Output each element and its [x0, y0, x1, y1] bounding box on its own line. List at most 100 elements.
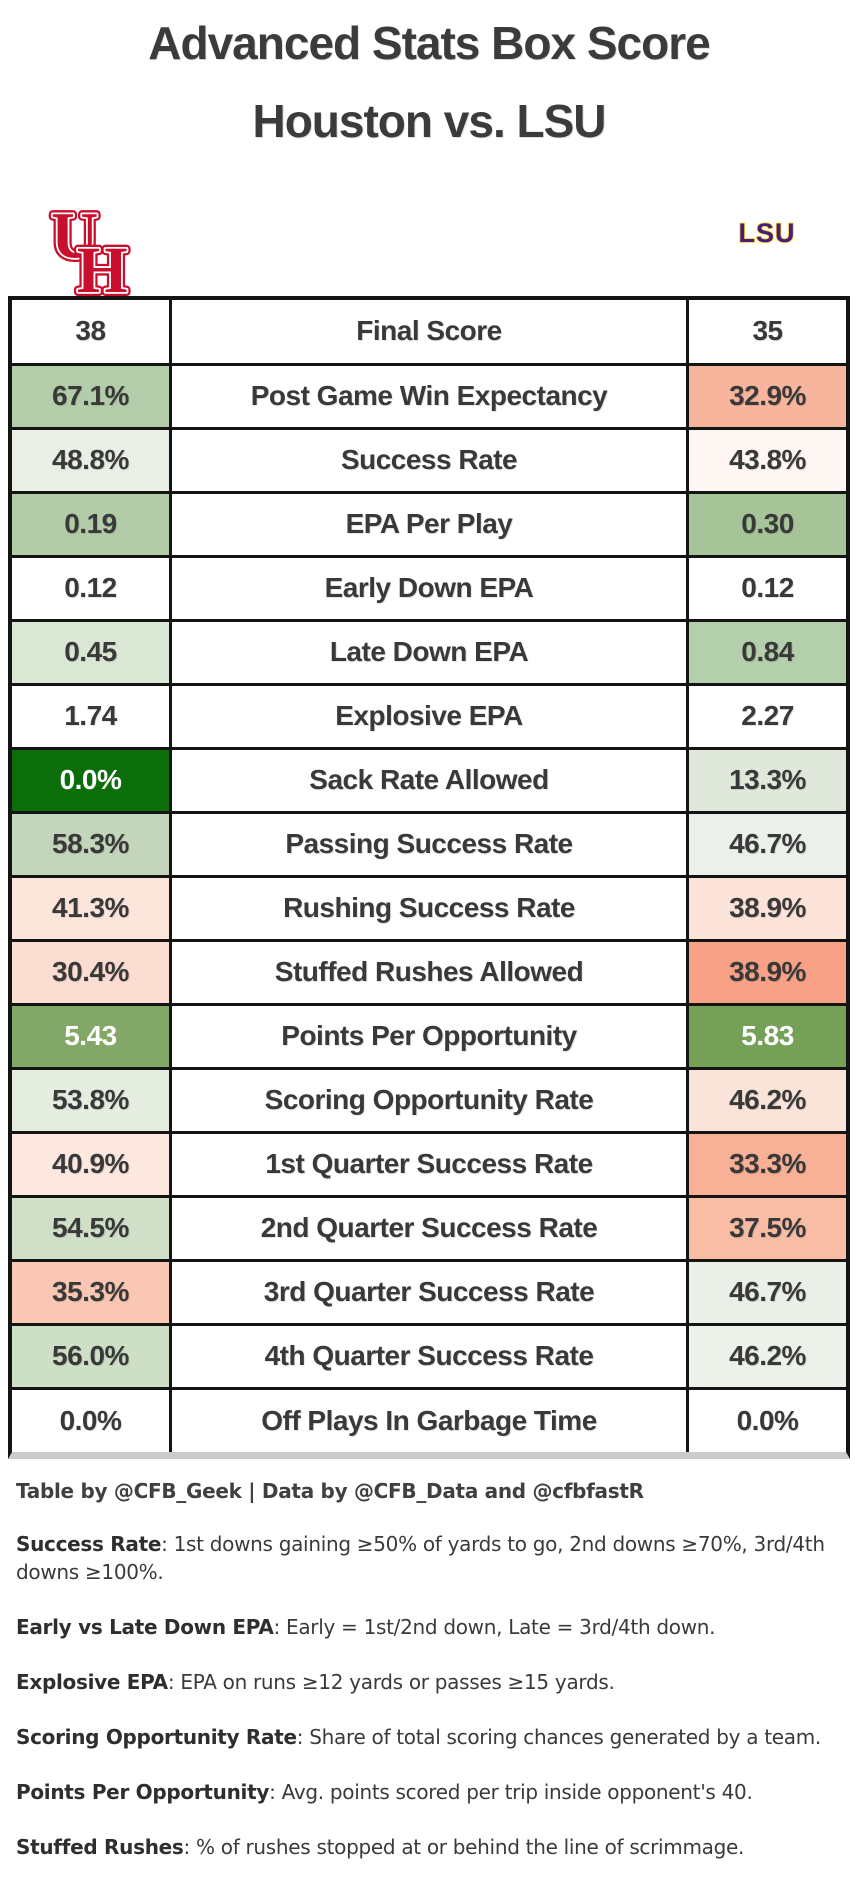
houston-value-cell: 54.5% [12, 1194, 172, 1262]
lsu-value-cell: 32.9% [686, 362, 846, 430]
metric-label-cell: 1st Quarter Success Rate [168, 1130, 690, 1198]
metric-label-cell: Post Game Win Expectancy [168, 362, 690, 430]
metric-label-cell: Points Per Opportunity [168, 1002, 690, 1070]
metric-label-cell: Scoring Opportunity Rate [168, 1066, 690, 1134]
table-row: 58.3% Passing Success Rate 46.7% [12, 810, 846, 878]
lsu-wordmark-icon: LSU [738, 217, 796, 249]
table-row: 53.8% Scoring Opportunity Rate 46.2% [12, 1066, 846, 1134]
page-title-line2: Houston vs. LSU [252, 95, 606, 147]
metric-label-cell: Late Down EPA [168, 618, 690, 686]
definition-term: Scoring Opportunity Rate [16, 1725, 297, 1749]
metric-label-cell: Sack Rate Allowed [168, 746, 690, 814]
table-row: 40.9% 1st Quarter Success Rate 33.3% [12, 1130, 846, 1198]
houston-logo: U U H H [44, 192, 134, 311]
definition-text: : Early = 1st/2nd down, Late = 3rd/4th d… [273, 1615, 716, 1639]
definition-term: Success Rate [16, 1532, 162, 1556]
metric-label-cell: Final Score [168, 300, 690, 366]
houston-value-cell: 48.8% [12, 426, 172, 494]
lsu-letters: LSU [739, 218, 796, 248]
houston-value-cell: 0.45 [12, 618, 172, 686]
houston-value-cell: 0.0% [12, 746, 172, 814]
metric-label-cell: Success Rate [168, 426, 690, 494]
definition-text: : EPA on runs ≥12 yards or passes ≥15 ya… [167, 1670, 615, 1694]
definition-term: Points Per Opportunity [16, 1780, 270, 1804]
lsu-value-cell: 0.84 [686, 618, 846, 686]
lsu-value-cell: 35 [686, 300, 846, 366]
definition-text: : % of rushes stopped at or behind the l… [183, 1835, 745, 1859]
table-row: 54.5% 2nd Quarter Success Rate 37.5% [12, 1194, 846, 1262]
table-row: 30.4% Stuffed Rushes Allowed 38.9% [12, 938, 846, 1006]
stat-definition: Success Rate: 1st downs gaining ≥50% of … [16, 1530, 840, 1586]
lsu-value-cell: 46.2% [686, 1322, 846, 1390]
table-row: 41.3% Rushing Success Rate 38.9% [12, 874, 846, 942]
houston-value-cell: 41.3% [12, 874, 172, 942]
houston-value-cell: 40.9% [12, 1130, 172, 1198]
lsu-value-cell: 37.5% [686, 1194, 846, 1262]
stat-definition: Explosive EPA: EPA on runs ≥12 yards or … [16, 1668, 840, 1696]
lsu-value-cell: 13.3% [686, 746, 846, 814]
definition-term: Early vs Late Down EPA [16, 1615, 274, 1639]
metric-label-cell: Explosive EPA [168, 682, 690, 750]
lsu-value-cell: 46.7% [686, 810, 846, 878]
lsu-value-cell: 43.8% [686, 426, 846, 494]
definition-text: : Share of total scoring chances generat… [296, 1725, 822, 1749]
metric-label-cell: EPA Per Play [168, 490, 690, 558]
stat-definition: Stuffed Rushes: % of rushes stopped at o… [16, 1833, 840, 1861]
houston-value-cell: 67.1% [12, 362, 172, 430]
houston-value-cell: 0.12 [12, 554, 172, 622]
table-row: 67.1% Post Game Win Expectancy 32.9% [12, 362, 846, 430]
houston-value-cell: 5.43 [12, 1002, 172, 1070]
footer: Table by @CFB_Geek | Data by @CFB_Data a… [16, 1479, 840, 1861]
page-title-line1: Advanced Stats Box Score [148, 17, 710, 69]
lsu-value-cell: 5.83 [686, 1002, 846, 1070]
metric-label-cell: Passing Success Rate [168, 810, 690, 878]
houston-value-cell: 53.8% [12, 1066, 172, 1134]
stats-table: 38 Final Score 35 67.1% Post Game Win Expect… [8, 296, 850, 1459]
lsu-value-cell: 38.9% [686, 938, 846, 1006]
lsu-value-cell: 0.0% [686, 1386, 846, 1452]
stats-table-body: 38 Final Score 35 67.1% Post Game Win Expect… [12, 300, 846, 1452]
lsu-value-cell: 46.2% [686, 1066, 846, 1134]
lsu-value-cell: 0.30 [686, 490, 846, 558]
stat-definition: Early vs Late Down EPA: Early = 1st/2nd … [16, 1613, 840, 1641]
houston-value-cell: 30.4% [12, 938, 172, 1006]
uh-letter-h-outline: H [77, 235, 128, 296]
definition-term: Explosive EPA [16, 1670, 168, 1694]
metric-label-cell: 3rd Quarter Success Rate [168, 1258, 690, 1326]
lsu-value-cell: 38.9% [686, 874, 846, 942]
stat-definition: Scoring Opportunity Rate: Share of total… [16, 1723, 840, 1751]
houston-uh-icon: U U H H [47, 196, 132, 311]
houston-value-cell: 1.74 [12, 682, 172, 750]
table-row: 5.43 Points Per Opportunity 5.83 [12, 1002, 846, 1070]
uh-letter-u-outline: U [51, 200, 98, 272]
houston-value-cell: 0.19 [12, 490, 172, 558]
lsu-logo: LSU [730, 217, 804, 249]
houston-value-cell: 38 [12, 300, 172, 366]
lsu-value-cell: 33.3% [686, 1130, 846, 1198]
table-row: 0.0% Off Plays In Garbage Time 0.0% [12, 1386, 846, 1452]
stat-definition: Points Per Opportunity: Avg. points scor… [16, 1778, 840, 1806]
table-row: 0.0% Sack Rate Allowed 13.3% [12, 746, 846, 814]
metric-label-cell: 4th Quarter Success Rate [168, 1322, 690, 1390]
table-row: 48.8% Success Rate 43.8% [12, 426, 846, 494]
table-row: 1.74 Explosive EPA 2.27 [12, 682, 846, 750]
credit-line: Table by @CFB_Geek | Data by @CFB_Data a… [16, 1479, 644, 1503]
lsu-value-cell: 0.12 [686, 554, 846, 622]
uh-letter-u: U [51, 200, 98, 272]
lsu-value-cell: 46.7% [686, 1258, 846, 1326]
table-row: 0.19 EPA Per Play 0.30 [12, 490, 846, 558]
metric-label-cell: Stuffed Rushes Allowed [168, 938, 690, 1006]
table-row: 38 Final Score 35 [12, 300, 846, 366]
lsu-value-cell: 2.27 [686, 682, 846, 750]
metric-label-cell: 2nd Quarter Success Rate [168, 1194, 690, 1262]
definition-term: Stuffed Rushes [16, 1835, 184, 1859]
table-row: 0.45 Late Down EPA 0.84 [12, 618, 846, 686]
definition-text: : Avg. points scored per trip inside opp… [269, 1780, 753, 1804]
uh-letter-h: H [77, 235, 128, 296]
houston-value-cell: 56.0% [12, 1322, 172, 1390]
table-row: 35.3% 3rd Quarter Success Rate 46.7% [12, 1258, 846, 1326]
header: Advanced Stats Box Score Houston vs. LSU… [0, 0, 858, 311]
houston-value-cell: 0.0% [12, 1386, 172, 1452]
metric-label-cell: Off Plays In Garbage Time [168, 1386, 690, 1452]
